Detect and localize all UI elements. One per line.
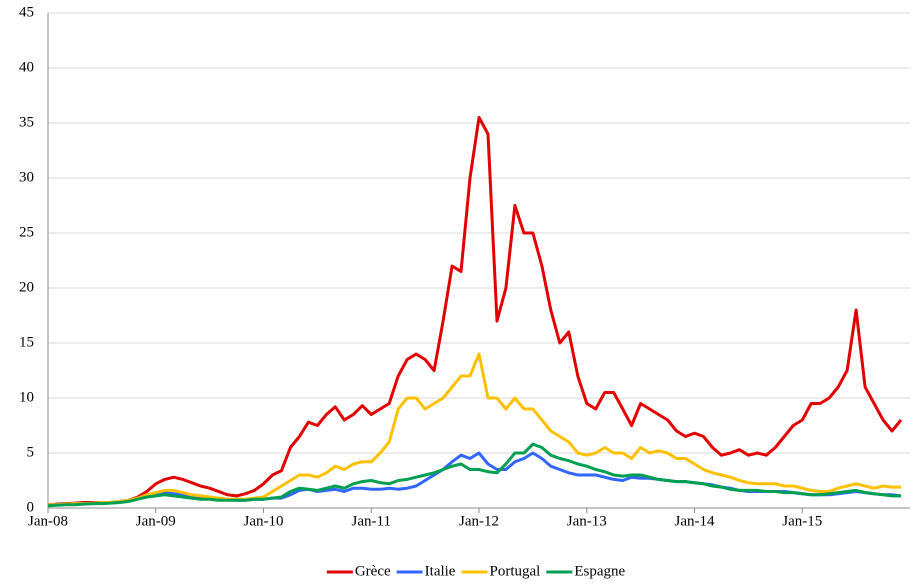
y-tick-label: 35: [19, 114, 34, 130]
x-tick-label: Jan-14: [675, 513, 715, 529]
legend-label: Italie: [425, 563, 456, 579]
y-tick-label: 40: [19, 59, 34, 75]
series-line: [47, 116, 903, 507]
legend-label: Grèce: [355, 563, 391, 579]
x-tick-label: Jan-10: [244, 513, 284, 529]
y-tick-label: 10: [19, 389, 34, 405]
x-tick-label: Jan-15: [782, 513, 822, 529]
x-tick-label: Jan-11: [352, 513, 391, 529]
legend-label: Espagne: [574, 563, 625, 579]
x-tick-label: Jan-12: [459, 513, 499, 529]
y-tick-label: 15: [19, 334, 34, 350]
legend-label: Portugal: [489, 563, 540, 579]
y-tick-label: 30: [19, 169, 34, 185]
y-tick-label: 25: [19, 224, 34, 240]
y-tick-label: 20: [19, 279, 34, 295]
y-tick-label: 45: [19, 4, 34, 20]
series-line: [47, 442, 901, 508]
y-tick-label: 5: [27, 444, 35, 460]
x-tick-label: Jan-13: [567, 513, 607, 529]
x-tick-label: Jan-08: [28, 513, 68, 529]
x-tick-label: Jan-09: [136, 513, 176, 529]
series-line: [48, 352, 901, 507]
y-tick-label: 0: [27, 499, 35, 515]
